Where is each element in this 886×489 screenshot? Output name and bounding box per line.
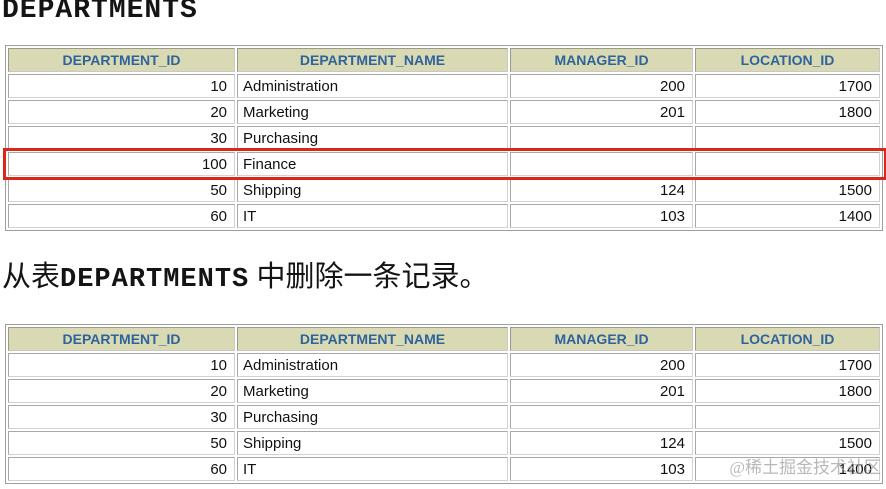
- cell-department-name: Finance: [237, 152, 508, 176]
- column-header-manager-id: MANAGER_ID: [510, 48, 693, 72]
- cell-location-id: 1500: [695, 178, 880, 202]
- cell-location-id: 1500: [695, 431, 880, 455]
- cell-location-id: 1700: [695, 353, 880, 377]
- cell-manager-id: 200: [510, 74, 693, 98]
- cell-manager-id: 103: [510, 457, 693, 481]
- table-row: 30 Purchasing: [8, 405, 880, 429]
- table-row: 60 IT 103 1400: [8, 204, 880, 228]
- cell-location-id: [695, 152, 880, 176]
- cell-department-name: Administration: [237, 74, 508, 98]
- table-row: 60 IT 103 1400: [8, 457, 880, 481]
- cell-location-id: [695, 126, 880, 150]
- cell-department-id: 50: [8, 431, 235, 455]
- caption-table-name: DEPARTMENTS: [60, 265, 250, 295]
- departments-table-before-wrapper: DEPARTMENT_ID DEPARTMENT_NAME MANAGER_ID…: [3, 45, 886, 231]
- cell-location-id: 1400: [695, 204, 880, 228]
- table-row: 50 Shipping 124 1500: [8, 178, 880, 202]
- cell-department-id: 10: [8, 74, 235, 98]
- cell-department-id: 20: [8, 100, 235, 124]
- column-header-manager-id: MANAGER_ID: [510, 327, 693, 351]
- cell-manager-id: 124: [510, 431, 693, 455]
- cell-manager-id: 200: [510, 353, 693, 377]
- cell-department-name: Marketing: [237, 379, 508, 403]
- cell-department-name: Shipping: [237, 178, 508, 202]
- cell-department-name: Purchasing: [237, 126, 508, 150]
- table-row-highlighted: 100 Finance: [8, 152, 880, 176]
- cell-location-id: 1800: [695, 100, 880, 124]
- cell-manager-id: 201: [510, 100, 693, 124]
- header-row: DEPARTMENT_ID DEPARTMENT_NAME MANAGER_ID…: [8, 48, 880, 72]
- cell-department-id: 30: [8, 126, 235, 150]
- caption-prefix: 从表: [2, 261, 61, 293]
- cell-department-id: 60: [8, 457, 235, 481]
- column-header-department-name: DEPARTMENT_NAME: [237, 48, 508, 72]
- cell-department-id: 50: [8, 178, 235, 202]
- cell-location-id: 1700: [695, 74, 880, 98]
- cell-location-id: 1400: [695, 457, 880, 481]
- cell-department-name: IT: [237, 457, 508, 481]
- cell-manager-id: [510, 405, 693, 429]
- cell-department-name: Marketing: [237, 100, 508, 124]
- cell-department-id: 30: [8, 405, 235, 429]
- table-row: 20 Marketing 201 1800: [8, 100, 880, 124]
- cell-department-name: Purchasing: [237, 405, 508, 429]
- cell-department-name: Administration: [237, 353, 508, 377]
- cell-manager-id: [510, 126, 693, 150]
- cell-department-id: 20: [8, 379, 235, 403]
- table-row: 20 Marketing 201 1800: [8, 379, 880, 403]
- cell-manager-id: [510, 152, 693, 176]
- departments-table-after: DEPARTMENT_ID DEPARTMENT_NAME MANAGER_ID…: [5, 324, 883, 484]
- cell-manager-id: 201: [510, 379, 693, 403]
- table-row: 30 Purchasing: [8, 126, 880, 150]
- page-title: DEPARTMENTS: [2, 0, 198, 26]
- column-header-location-id: LOCATION_ID: [695, 327, 880, 351]
- cell-department-name: Shipping: [237, 431, 508, 455]
- column-header-department-id: DEPARTMENT_ID: [8, 327, 235, 351]
- table-row: 10 Administration 200 1700: [8, 74, 880, 98]
- cell-location-id: [695, 405, 880, 429]
- column-header-department-id: DEPARTMENT_ID: [8, 48, 235, 72]
- departments-table-before: DEPARTMENT_ID DEPARTMENT_NAME MANAGER_ID…: [5, 45, 883, 231]
- column-header-department-name: DEPARTMENT_NAME: [237, 327, 508, 351]
- cell-department-name: IT: [237, 204, 508, 228]
- cell-manager-id: 124: [510, 178, 693, 202]
- table-row: 50 Shipping 124 1500: [8, 431, 880, 455]
- cell-location-id: 1800: [695, 379, 880, 403]
- cell-manager-id: 103: [510, 204, 693, 228]
- table-row: 10 Administration 200 1700: [8, 353, 880, 377]
- departments-table-after-wrapper: DEPARTMENT_ID DEPARTMENT_NAME MANAGER_ID…: [5, 324, 883, 484]
- cell-department-id: 100: [8, 152, 235, 176]
- caption-suffix: 中删除一条记录。: [249, 261, 489, 293]
- column-header-location-id: LOCATION_ID: [695, 48, 880, 72]
- header-row: DEPARTMENT_ID DEPARTMENT_NAME MANAGER_ID…: [8, 327, 880, 351]
- caption-text: 从表DEPARTMENTS 中删除一条记录。: [2, 258, 886, 296]
- cell-department-id: 10: [8, 353, 235, 377]
- cell-department-id: 60: [8, 204, 235, 228]
